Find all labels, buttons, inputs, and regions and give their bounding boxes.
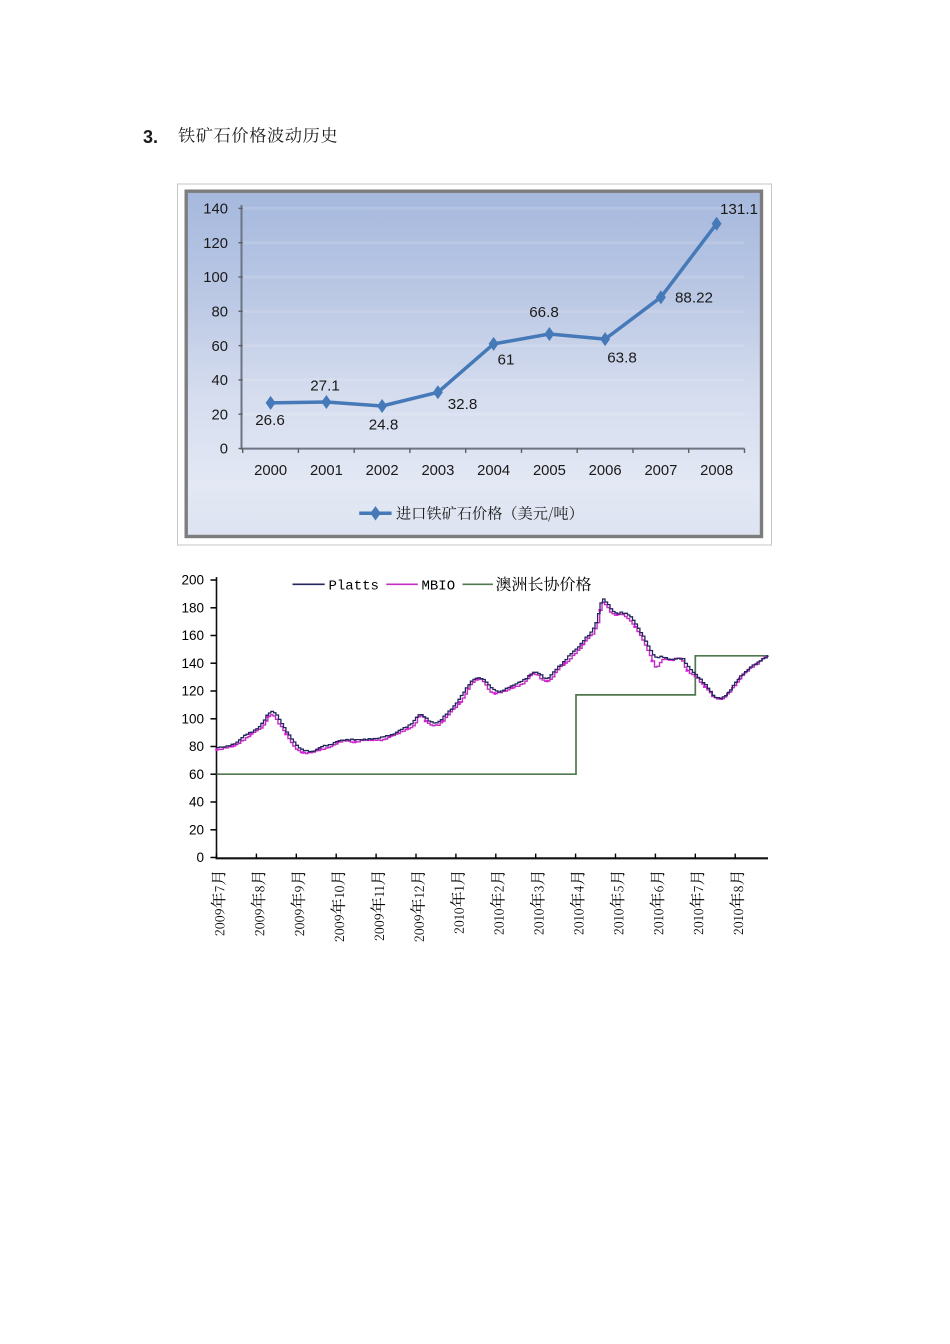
svg-text:61: 61 <box>498 352 515 369</box>
svg-text:160: 160 <box>181 628 204 643</box>
svg-text:2004: 2004 <box>477 463 510 479</box>
svg-text:63.8: 63.8 <box>607 350 637 367</box>
svg-text:20: 20 <box>189 823 204 838</box>
svg-text:0: 0 <box>220 442 228 458</box>
svg-text:40: 40 <box>189 795 204 810</box>
svg-text:88.22: 88.22 <box>675 290 713 307</box>
svg-text:2005: 2005 <box>533 463 566 479</box>
svg-text:Platts: Platts <box>329 579 379 595</box>
svg-text:131.1: 131.1 <box>720 201 758 218</box>
svg-text:0: 0 <box>196 850 204 865</box>
svg-text:2000: 2000 <box>254 463 287 479</box>
svg-text:80: 80 <box>212 305 228 321</box>
svg-text:MBIO: MBIO <box>422 579 456 595</box>
svg-text:27.1: 27.1 <box>310 378 340 395</box>
svg-text:140: 140 <box>203 202 228 218</box>
svg-text:100: 100 <box>181 712 204 727</box>
svg-text:60: 60 <box>189 767 204 782</box>
svg-text:2006: 2006 <box>589 463 622 479</box>
svg-text:100: 100 <box>203 270 228 286</box>
svg-text:2003: 2003 <box>421 463 454 479</box>
svg-text:120: 120 <box>203 236 228 252</box>
svg-text:200: 200 <box>181 573 204 588</box>
svg-text:66.8: 66.8 <box>529 304 559 321</box>
svg-text:24.8: 24.8 <box>369 417 399 434</box>
svg-text:2008: 2008 <box>700 463 733 479</box>
svg-text:2007: 2007 <box>644 463 677 479</box>
svg-text:120: 120 <box>181 684 204 699</box>
svg-text:140: 140 <box>181 656 204 671</box>
svg-text:80: 80 <box>189 739 204 754</box>
svg-text:2001: 2001 <box>310 463 343 479</box>
svg-text:60: 60 <box>212 339 228 355</box>
svg-text:20: 20 <box>212 407 228 423</box>
svg-text:40: 40 <box>212 373 228 389</box>
svg-text:2002: 2002 <box>366 463 399 479</box>
svg-text:180: 180 <box>181 601 204 616</box>
svg-text:32.8: 32.8 <box>448 396 478 413</box>
svg-text:26.6: 26.6 <box>255 412 285 429</box>
